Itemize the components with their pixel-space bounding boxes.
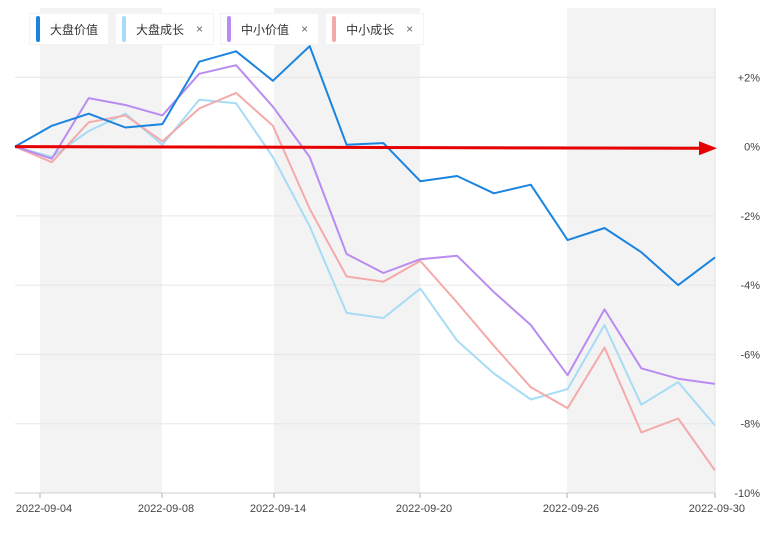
y-tick-label: -10%: [734, 488, 760, 500]
y-tick-label: -4%: [740, 280, 760, 292]
y-tick-label: -6%: [740, 349, 760, 361]
x-tick-label: 2022-09-20: [396, 503, 452, 515]
y-tick-label: 0%: [744, 142, 760, 154]
legend-label: 大盘价值: [50, 22, 99, 37]
y-tick-label: -8%: [740, 419, 760, 431]
legend-swatch: [36, 16, 40, 42]
series-line-3: [14, 64, 716, 385]
legend-label: 中小成长: [346, 22, 395, 37]
x-tick-label: 2022-09-30: [689, 503, 745, 515]
legend-item[interactable]: 大盘成长 ×: [116, 14, 214, 44]
x-tick-label: 2022-09-08: [138, 503, 194, 515]
legend-swatch: [122, 16, 127, 42]
legend-item[interactable]: 中小价值 ×: [221, 14, 319, 44]
arrow-head: [699, 141, 717, 156]
legend-label: 大盘成长: [136, 22, 185, 37]
week-band: [567, 8, 715, 493]
close-icon[interactable]: ×: [196, 22, 204, 36]
close-icon[interactable]: ×: [406, 22, 414, 36]
legend-swatch: [332, 16, 337, 42]
arrow-shaft: [14, 145, 702, 150]
series-line-1: [14, 45, 716, 287]
x-axis: 2022-09-04 2022-09-08 2022-09-14 2022-09-20…: [15, 8, 745, 515]
series-line-4: [14, 91, 716, 472]
series-lines: [14, 45, 716, 472]
legend: 大盘价值 大盘成长 × 中小价值 × 中小成长 ×: [30, 14, 424, 44]
legend-item[interactable]: 中小成长 ×: [326, 14, 424, 44]
week-band: [40, 8, 162, 493]
x-tick-label: 2022-09-26: [543, 503, 599, 515]
close-icon[interactable]: ×: [301, 22, 309, 36]
weekend-bands: [40, 8, 715, 493]
x-tick-label: 2022-09-14: [250, 503, 306, 515]
legend-swatch: [227, 16, 232, 42]
legend-item[interactable]: 大盘价值: [30, 14, 109, 44]
y-axis-ticks: +2% 0% -2% -4% -6% -8% -10%: [734, 72, 760, 500]
y-tick-label: -2%: [740, 211, 760, 223]
x-tick-label: 2022-09-04: [16, 503, 72, 515]
y-tick-label: +2%: [738, 72, 761, 84]
red-arrow-annotation: [14, 141, 717, 156]
legend-label: 中小价值: [241, 22, 290, 37]
week-band: [274, 8, 420, 493]
